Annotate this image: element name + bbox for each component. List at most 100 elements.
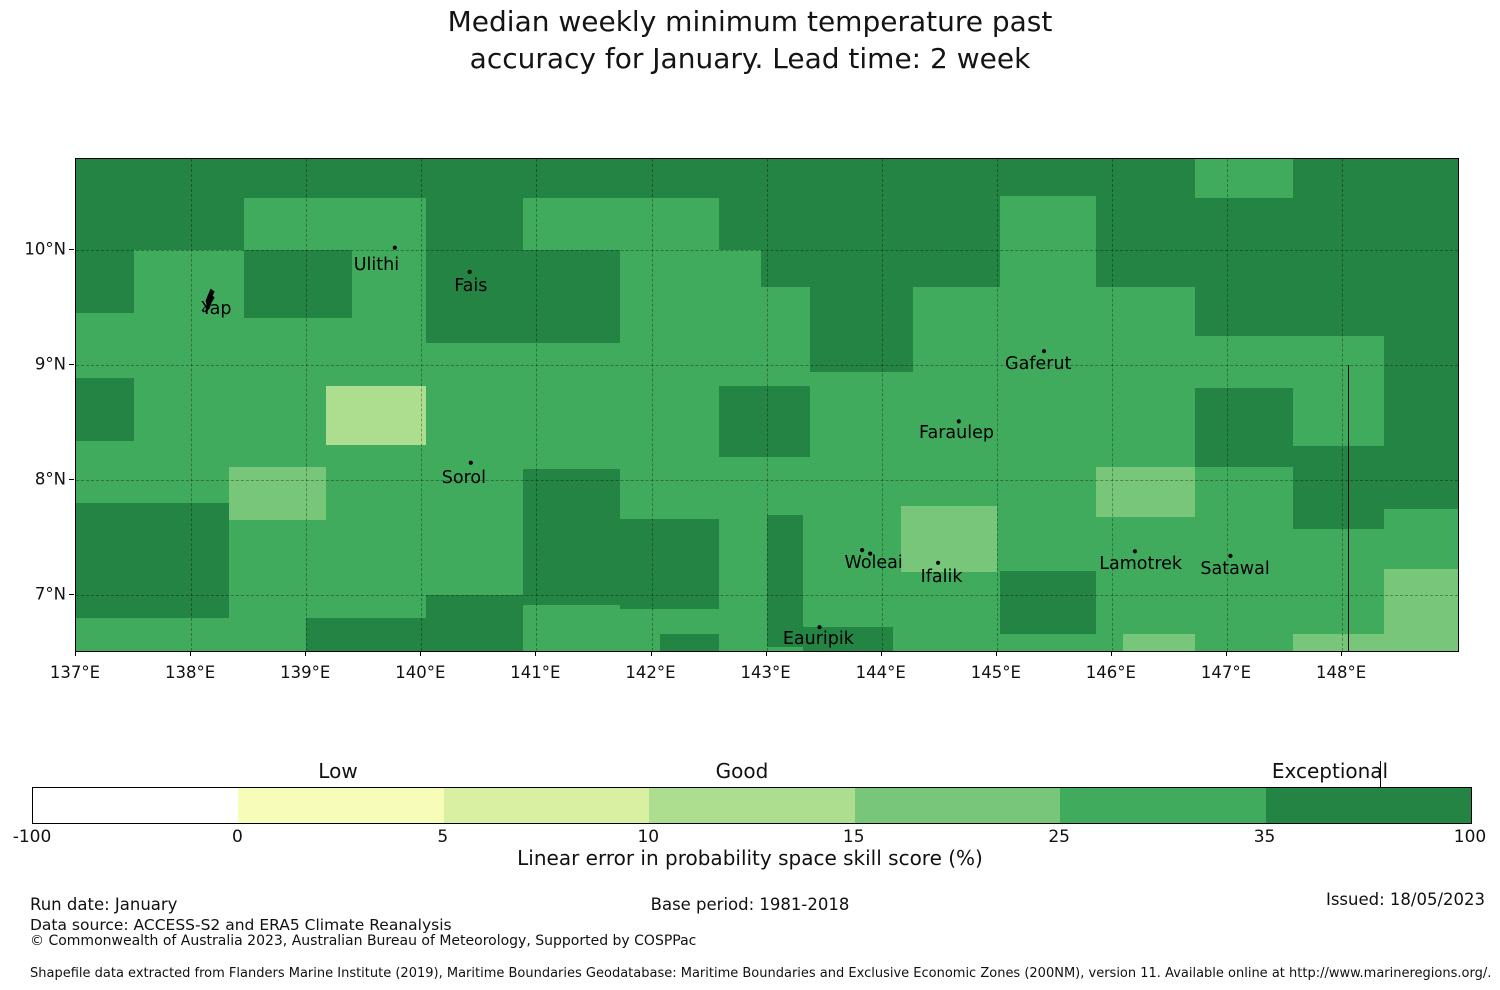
colorbar-segment — [238, 788, 444, 823]
x-tick-label: 140°E — [395, 663, 446, 682]
map-label-satawal: Satawal — [1200, 558, 1270, 579]
map-label-sorol: Sorol — [441, 467, 486, 488]
x-tick-mark — [535, 651, 537, 656]
heatmap-cell — [1194, 159, 1293, 199]
map-label-faraulep: Faraulep — [919, 422, 994, 443]
heatmap-cell — [719, 198, 761, 250]
heatmap-cell — [522, 250, 621, 344]
gridline-meridian — [651, 159, 653, 651]
gridline-meridian — [536, 159, 538, 651]
heatmap-cell — [76, 250, 134, 314]
heatmap-cell — [76, 377, 134, 441]
island-dot — [1228, 553, 1233, 558]
gridline-meridian — [1111, 159, 1113, 651]
heatmap-cell — [522, 198, 720, 250]
heatmap-cell — [1194, 286, 1384, 337]
footer-issued: Issued: 18/05/2023 — [1325, 890, 1485, 909]
y-tick-mark — [69, 594, 74, 595]
colorbar-tick-label: 10 — [637, 827, 660, 847]
gridline-meridian — [306, 159, 308, 651]
heatmap-cell — [1095, 198, 1458, 287]
colorbar-category-label: Exceptional — [1271, 759, 1389, 783]
x-tick-mark — [420, 651, 422, 656]
colorbar-tick-label: 5 — [437, 827, 449, 847]
x-tick-label: 137°E — [49, 663, 101, 682]
map-label-fais: Fais — [454, 275, 488, 296]
x-tick-label: 144°E — [855, 663, 906, 682]
colorbar-category-label: Low — [318, 759, 358, 783]
x-tick-label: 147°E — [1200, 663, 1252, 682]
island-dot — [1041, 349, 1047, 354]
chart-title-line2: accuracy for January. Lead time: 2 week — [469, 42, 1031, 75]
x-tick-mark — [765, 651, 767, 656]
colorbar-tick-label: 35 — [1253, 827, 1276, 847]
map-label-eauripik: Eauripik — [782, 628, 854, 649]
footer-copyright: © Commonwealth of Australia 2023, Austra… — [30, 933, 697, 949]
map-plot-area: Yap Ulithi Fais Sorol Gaferut Faraulep Woleai I… — [75, 158, 1459, 652]
map-label-gaferut: Gaferut — [1005, 353, 1072, 374]
x-tick-mark — [995, 651, 997, 656]
footer-shapefile-note: Shapefile data extracted from Flanders M… — [30, 966, 1492, 981]
x-tick-label: 146°E — [1085, 663, 1136, 682]
y-tick-label: 7°N — [34, 584, 66, 604]
heatmap-cell — [1123, 634, 1195, 651]
y-tick-label: 10°N — [24, 239, 66, 259]
heatmap-cell — [1292, 445, 1384, 530]
colorbar-exceptional-marker — [1380, 761, 1381, 787]
footer-run-date: Run date: January — [30, 895, 178, 914]
gridline-parallel — [76, 595, 1458, 596]
y-tick-label: 9°N — [34, 354, 66, 374]
x-tick-mark — [650, 651, 652, 656]
heatmap-cell — [766, 514, 804, 647]
x-tick-label: 148°E — [1316, 663, 1367, 682]
colorbar-segment — [33, 788, 239, 823]
y-tick-mark — [69, 364, 74, 365]
heatmap-cell — [1000, 195, 1096, 287]
colorbar-tick-label: 0 — [232, 827, 243, 847]
heatmap-cell — [803, 627, 894, 651]
heatmap-cell — [1194, 388, 1293, 468]
y-tick-mark — [69, 249, 74, 250]
gridline-meridian — [191, 159, 193, 651]
island-dot — [468, 460, 473, 465]
gridline-meridian — [1227, 159, 1228, 651]
gridline-parallel — [76, 250, 1458, 251]
heatmap-cell — [306, 618, 426, 651]
x-tick-label: 143°E — [740, 663, 791, 682]
map-label-lamotrek: Lamotrek — [1099, 553, 1183, 574]
heatmap-cell — [425, 595, 523, 651]
x-tick-label: 141°E — [510, 663, 561, 682]
x-tick-mark — [75, 651, 76, 656]
colorbar-segment — [649, 788, 855, 823]
heatmap-cell — [1383, 286, 1458, 509]
heatmap-cell — [1383, 568, 1458, 651]
map-label-ulithi: Ulithi — [353, 254, 400, 275]
gridline-meridian — [421, 159, 423, 651]
heatmap-cell — [325, 385, 426, 446]
island-dot — [1132, 549, 1138, 554]
x-tick-mark — [190, 651, 192, 656]
x-tick-label: 145°E — [970, 663, 1021, 682]
map-label-ifalik: Ifalik — [920, 566, 963, 587]
eez-boundary-line — [1347, 365, 1349, 651]
colorbar-tick-label: 100 — [1453, 827, 1487, 847]
heatmap-cell — [229, 467, 326, 521]
x-tick-label: 142°E — [625, 663, 676, 682]
heatmap-cell — [620, 519, 720, 609]
heatmap-cell — [1000, 570, 1096, 635]
colorbar-segment — [443, 788, 650, 823]
colorbar-axis-label: Linear error in probability space skill … — [517, 846, 983, 870]
heatmap-cell — [1095, 467, 1195, 517]
x-tick-label: 139°E — [280, 663, 331, 682]
colorbar-tick-label: 15 — [842, 827, 865, 847]
footer-data-source: Data source: ACCESS-S2 and ERA5 Climate … — [30, 916, 452, 934]
heatmap-cell — [76, 198, 245, 250]
x-tick-mark — [305, 651, 307, 656]
colorbar-segment — [854, 788, 1061, 823]
colorbar-tick-label: 25 — [1048, 827, 1070, 847]
colorbar-segment — [1265, 788, 1471, 823]
x-tick-mark — [1341, 651, 1343, 656]
heatmap-cell — [522, 468, 621, 606]
footer-base-period: Base period: 1981-2018 — [650, 895, 850, 914]
